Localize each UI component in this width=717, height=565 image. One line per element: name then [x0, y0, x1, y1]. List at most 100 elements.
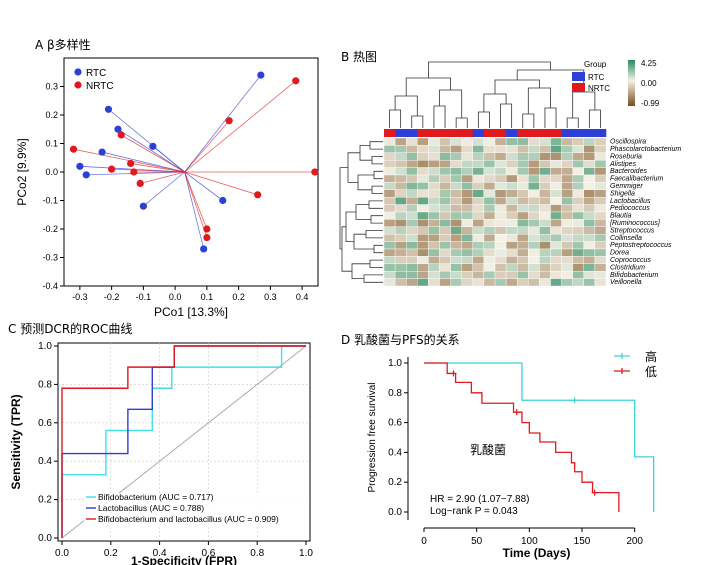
km-x-tick-label: 150 — [574, 536, 591, 547]
heatmap-cell — [528, 137, 540, 146]
heatmap-cell — [550, 204, 562, 213]
heatmap-cell — [472, 189, 485, 198]
heatmap-column-dendrogram — [389, 61, 601, 128]
heatmap-cell — [561, 159, 573, 168]
heatmap-cell — [483, 233, 496, 242]
heatmap-cell — [494, 271, 507, 279]
heatmap-group-bar-nrtc — [550, 129, 562, 137]
km-y-tick-label: 0.2 — [388, 477, 402, 488]
heatmap-cell — [428, 167, 440, 176]
heatmap-cell — [428, 241, 440, 250]
heatmap-cell — [594, 263, 607, 272]
heatmap-cell — [406, 145, 418, 153]
heatmap-cell — [406, 219, 418, 227]
heatmap-cell — [539, 278, 551, 287]
heatmap-cell — [561, 211, 573, 220]
pcoa-legend-label-rtc: RTC — [86, 68, 106, 79]
heatmap-cell — [550, 233, 562, 242]
heatmap-row-label: Blautia — [610, 213, 632, 220]
heatmap-row-label: Faecalibacterium — [610, 176, 663, 183]
heatmap-cell — [505, 145, 518, 153]
heatmap-cell — [539, 211, 551, 220]
pcoa-x-tick-label: -0.2 — [104, 292, 120, 302]
heatmap-cell — [394, 145, 407, 153]
pcoa-x-tick-label: 0.4 — [296, 292, 309, 302]
heatmap-cell — [528, 204, 540, 213]
heatmap-cell — [539, 241, 551, 250]
pcoa-x-tick-label: 0.1 — [201, 292, 214, 302]
heatmap-cell — [383, 204, 396, 213]
heatmap-row-label: Shigella — [610, 190, 635, 197]
heatmap-cell — [383, 152, 396, 161]
roc-y-tick-label: 1.0 — [38, 341, 52, 352]
heatmap-cell — [594, 145, 607, 153]
heatmap-cell — [572, 248, 585, 257]
heatmap-cell — [505, 211, 518, 220]
heatmap-cell — [517, 167, 529, 176]
heatmap-cell — [528, 159, 540, 168]
heatmap-cell — [472, 152, 485, 161]
heatmap-cell — [406, 271, 418, 279]
heatmap-cell — [572, 278, 585, 287]
heatmap-cell — [561, 196, 573, 205]
heatmap-cell — [439, 174, 451, 183]
heatmap-cell — [561, 189, 573, 198]
heatmap-cell — [483, 211, 496, 220]
heatmap-cell — [561, 174, 573, 183]
heatmap-cell — [428, 137, 440, 146]
heatmap-group-bar-nrtc — [384, 129, 396, 137]
heatmap-cell — [394, 211, 407, 220]
heatmap-cell — [572, 263, 585, 272]
heatmap-cell — [483, 256, 496, 264]
heatmap-cell — [483, 137, 496, 146]
heatmap-cell — [528, 174, 540, 183]
roc-y-tick-label: 0.0 — [38, 533, 52, 544]
pcoa-x-tick-label: 0.0 — [169, 292, 182, 302]
roc-x-tick-label: 0.8 — [250, 548, 264, 559]
heatmap-cell — [461, 196, 474, 205]
heatmap-cell — [505, 159, 518, 168]
pcoa-point-rtc — [98, 148, 106, 156]
heatmap-cell — [517, 174, 529, 183]
heatmap-cell — [417, 263, 429, 272]
roc-legend-box — [84, 493, 309, 526]
heatmap-cell — [428, 196, 440, 205]
heatmap-cell — [383, 137, 396, 146]
heatmap-cell — [528, 189, 540, 198]
heatmap-cell — [550, 271, 562, 279]
heatmap-cell — [550, 248, 562, 257]
roc-x-axis-label: 1-Specificity (FPR) — [131, 554, 237, 565]
heatmap-cell — [594, 233, 607, 242]
heatmap-cell — [406, 137, 418, 146]
heatmap-cell — [483, 226, 496, 235]
heatmap-group-bar-rtc — [506, 129, 518, 137]
heatmap-cell — [505, 278, 518, 287]
heatmap-cell — [517, 248, 529, 257]
heatmap-cell — [539, 182, 551, 190]
heatmap-cell — [450, 241, 462, 250]
heatmap-cell — [494, 145, 507, 153]
heatmap-cell — [505, 137, 518, 146]
pcoa-x-tick-label: 0.2 — [232, 292, 245, 302]
heatmap-cell — [550, 256, 562, 264]
heatmap-cell — [572, 159, 585, 168]
pcoa-y-tick-label: 0.3 — [45, 82, 58, 92]
km-x-axis-label: Time (Days) — [503, 546, 571, 560]
heatmap-cell — [550, 196, 562, 205]
heatmap-cell — [539, 196, 551, 205]
heatmap-cell — [539, 248, 551, 257]
pcoa-x-tick-label: -0.1 — [136, 292, 152, 302]
heatmap-group-bar-nrtc — [450, 129, 462, 137]
heatmap-row-label: Peptostreptococcus — [610, 242, 672, 249]
heatmap-cell — [494, 211, 507, 220]
heatmap-cell — [517, 196, 529, 205]
pcoa-spider-line-rtc — [102, 151, 185, 173]
heatmap-cell — [561, 241, 573, 250]
heatmap-cell — [505, 233, 518, 242]
heatmap-cell — [550, 152, 562, 161]
heatmap-cell — [461, 182, 474, 190]
heatmap-cell — [394, 219, 407, 227]
heatmap-cell — [528, 226, 540, 235]
heatmap-cell — [417, 211, 429, 220]
heatmap-cell — [450, 189, 462, 198]
